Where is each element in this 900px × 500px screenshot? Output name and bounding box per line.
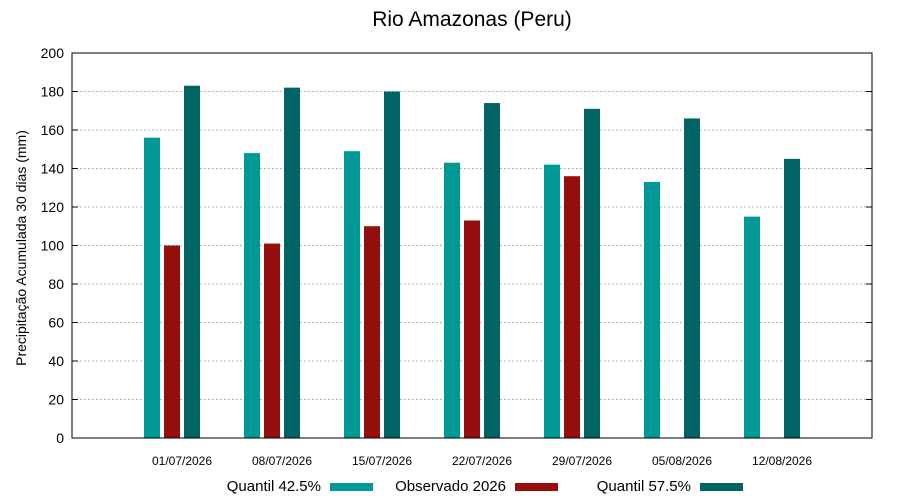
bar [444, 162, 460, 438]
legend-label: Quantil 57.5% [597, 478, 691, 495]
bar [484, 103, 500, 439]
bar [544, 164, 560, 438]
legend-label: Observado 2026 [395, 478, 506, 495]
y-tick-label: 0 [56, 430, 64, 446]
legend: Quantil 42.5% Observado 2026 Quantil 57.5% [227, 478, 743, 495]
y-tick-label: 140 [41, 161, 65, 177]
bar [584, 108, 600, 438]
bar [144, 137, 160, 438]
bar [344, 151, 360, 439]
y-tick-label: 120 [41, 199, 65, 215]
x-tick-label: 22/07/2026 [452, 454, 512, 468]
bar [384, 91, 400, 438]
axis-ticks: 0 20 40 60 80 100 120 140 160 180 200 01/07/2026 08/… [41, 45, 872, 468]
y-tick-label: 160 [41, 122, 65, 138]
y-tick-label: 80 [48, 276, 64, 292]
bar [744, 216, 760, 438]
bar [684, 118, 700, 438]
bar [244, 153, 260, 438]
x-tick-label: 05/08/2026 [652, 454, 712, 468]
bar [464, 220, 480, 438]
x-tick-label: 15/07/2026 [352, 454, 412, 468]
legend-label: Quantil 42.5% [227, 478, 321, 495]
bar [644, 181, 660, 438]
bar [564, 176, 580, 438]
legend-swatch [515, 483, 558, 491]
y-tick-label: 200 [41, 45, 65, 61]
bars [144, 85, 800, 439]
x-tick-label: 12/08/2026 [752, 454, 812, 468]
legend-swatch [700, 483, 743, 491]
x-tick-label: 08/07/2026 [252, 454, 312, 468]
y-tick-label: 20 [48, 392, 64, 408]
y-tick-label: 60 [48, 315, 64, 331]
y-tick-label: 100 [41, 238, 65, 254]
x-tick-label: 01/07/2026 [152, 454, 212, 468]
legend-swatch [330, 483, 373, 491]
x-tick-label: 29/07/2026 [552, 454, 612, 468]
chart-title: Rio Amazonas (Peru) [372, 8, 572, 31]
bar [364, 226, 380, 438]
y-axis-label: Precipitação Acumulada 30 dias (mm) [13, 130, 29, 366]
bar [164, 245, 180, 438]
y-tick-label: 40 [48, 353, 64, 369]
bar [284, 87, 300, 439]
bar [264, 243, 280, 438]
bar [784, 158, 800, 438]
y-tick-label: 180 [41, 84, 65, 100]
bar [184, 85, 200, 438]
